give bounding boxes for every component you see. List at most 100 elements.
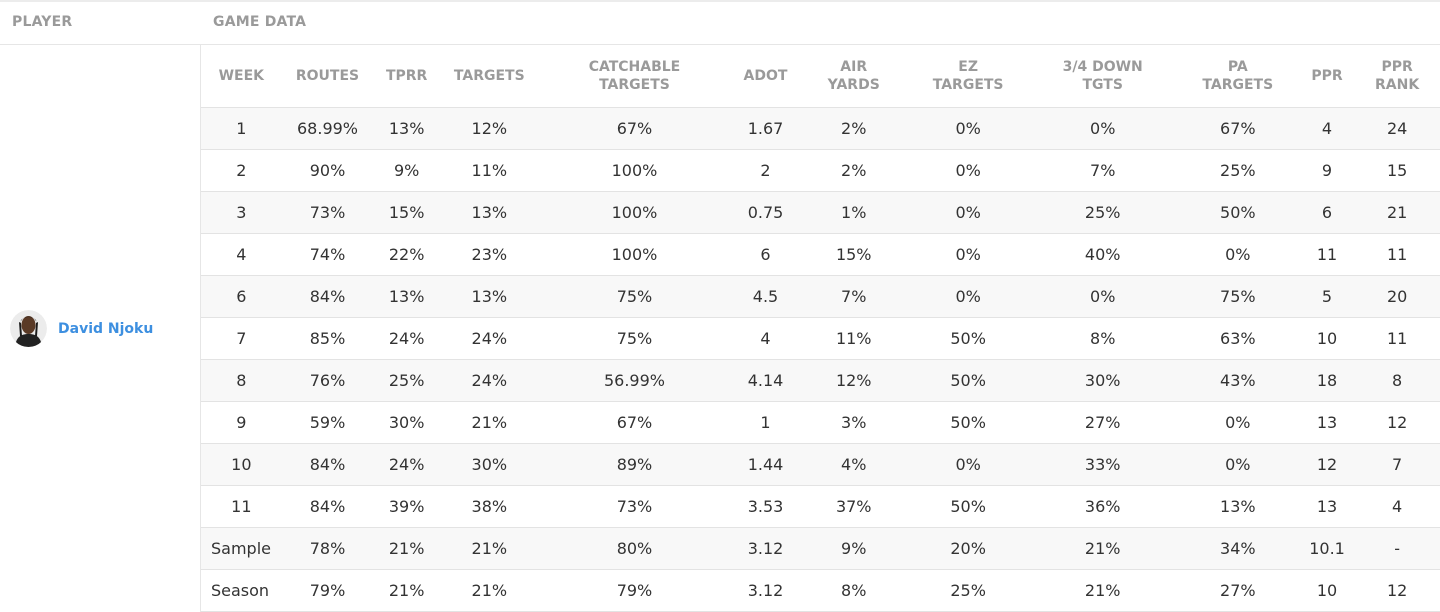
table-cell: 34%: [1175, 527, 1300, 570]
table-cell: 6: [201, 275, 282, 318]
column-header[interactable]: CATCHABLE TARGETS: [538, 45, 731, 108]
table-cell: 15%: [800, 233, 907, 276]
table-cell: 80%: [538, 527, 731, 570]
table-cell: 1%: [800, 191, 907, 234]
table-cell: 6: [1299, 191, 1355, 234]
column-header-label: TARGETS: [599, 77, 670, 93]
column-header[interactable]: ADOT: [730, 45, 801, 108]
table-cell: 85%: [281, 317, 374, 360]
table-cell: 24%: [439, 359, 539, 402]
table-cell: 68.99%: [281, 107, 374, 150]
table-cell: 43%: [1175, 359, 1300, 402]
table-cell: 24%: [373, 443, 440, 486]
table-cell: 67%: [538, 401, 731, 444]
table-row: 3 73% 15% 13% 100% 0.75 1% 0% 25% 50% 6 21: [201, 191, 1440, 234]
table-cell: 21%: [373, 527, 440, 570]
table-cell: 11%: [800, 317, 907, 360]
table-cell: 9: [201, 401, 282, 444]
table-cell: 3.53: [730, 485, 801, 528]
table-cell: 63%: [1175, 317, 1300, 360]
table-cell: 79%: [538, 569, 731, 612]
table-cell: 37%: [800, 485, 907, 528]
table-cell: 0%: [906, 149, 1030, 192]
table-cell: 5: [1299, 275, 1355, 318]
table-cell: 2%: [800, 149, 907, 192]
table-cell: 21%: [439, 401, 539, 444]
table-cell: 56.99%: [538, 359, 731, 402]
table-cell: 84%: [281, 275, 374, 318]
table-row: 1 68.99% 13% 12% 67% 1.67 2% 0% 0% 67% 4 24: [201, 107, 1440, 150]
table-cell: 0%: [1175, 401, 1300, 444]
column-header-label: YARDS: [827, 77, 880, 93]
table-cell: 11: [1354, 233, 1440, 276]
table-cell: 10.1: [1299, 527, 1355, 570]
table-cell: 13%: [439, 191, 539, 234]
table-cell: 50%: [906, 359, 1030, 402]
game-data-column-header: GAME DATA: [213, 14, 307, 30]
table-row: 4 74% 22% 23% 100% 6 15% 0% 40% 0% 11 11: [201, 233, 1440, 276]
table-cell: 36%: [1029, 485, 1176, 528]
column-header[interactable]: PPR: [1299, 45, 1355, 108]
table-cell: 25%: [906, 569, 1030, 612]
table-cell: 79%: [281, 569, 374, 612]
column-header-label: TARGETS: [1202, 77, 1274, 93]
column-header[interactable]: PPR RANK: [1354, 45, 1440, 108]
table-cell: 100%: [538, 149, 731, 192]
table-cell: 23%: [439, 233, 539, 276]
table-cell: 21%: [373, 569, 440, 612]
column-header[interactable]: WEEK: [201, 45, 282, 108]
table-cell: 22%: [373, 233, 440, 276]
table-cell: 9%: [373, 149, 440, 192]
column-header[interactable]: PA TARGETS: [1175, 45, 1300, 108]
table-cell: 30%: [439, 443, 539, 486]
player-name-link[interactable]: David Njoku: [58, 320, 154, 337]
table-cell: Sample: [201, 527, 282, 570]
table-cell: 8: [1354, 359, 1440, 402]
table-cell: 2: [201, 149, 282, 192]
table-cell: 0.75: [730, 191, 801, 234]
table-cell: 0%: [906, 275, 1030, 318]
table-cell: 24%: [373, 317, 440, 360]
table-cell: Season: [201, 569, 282, 612]
table-cell: 76%: [281, 359, 374, 402]
table-cell: 6: [730, 233, 801, 276]
column-header-label: 3/4 DOWN: [1062, 59, 1143, 75]
column-header-label: CATCHABLE: [588, 59, 681, 75]
column-header-label: ADOT: [743, 68, 788, 84]
table-row: 9 59% 30% 21% 67% 1 3% 50% 27% 0% 13 12: [201, 401, 1440, 444]
column-header[interactable]: EZ TARGETS: [906, 45, 1030, 108]
table-cell: 21: [1354, 191, 1440, 234]
column-header[interactable]: TPRR: [373, 45, 440, 108]
table-cell: 3%: [800, 401, 907, 444]
column-header[interactable]: ROUTES: [281, 45, 374, 108]
table-cell: 100%: [538, 233, 731, 276]
player-column-header: PLAYER: [12, 14, 73, 30]
column-header[interactable]: AIR YARDS: [800, 45, 907, 108]
column-divider: [200, 45, 201, 612]
table-cell: 50%: [1175, 191, 1300, 234]
table-cell: 9: [1299, 149, 1355, 192]
table-cell: 67%: [538, 107, 731, 150]
table-cell: 0%: [1175, 443, 1300, 486]
table-cell: 15: [1354, 149, 1440, 192]
table-row: 10 84% 24% 30% 89% 1.44 4% 0% 33% 0% 12 7: [201, 443, 1440, 486]
table-cell: -: [1354, 527, 1440, 570]
table-cell: 4.14: [730, 359, 801, 402]
table-cell: 84%: [281, 485, 374, 528]
column-header-label: EZ: [958, 59, 978, 75]
table-cell: 7: [1354, 443, 1440, 486]
table-cell: 4: [201, 233, 282, 276]
column-header[interactable]: 3/4 DOWN TGTS: [1029, 45, 1176, 108]
table-cell: 24: [1354, 107, 1440, 150]
table-cell: 12: [1354, 401, 1440, 444]
player-avatar-icon[interactable]: [10, 310, 47, 347]
column-header-label: RANK: [1375, 77, 1420, 93]
table-cell: 21%: [1029, 527, 1176, 570]
column-header[interactable]: TARGETS: [439, 45, 539, 108]
table-cell: 8: [201, 359, 282, 402]
table-cell: 0%: [1175, 233, 1300, 276]
table-cell: 20%: [906, 527, 1030, 570]
table-cell: 8%: [1029, 317, 1176, 360]
table-cell: 2: [730, 149, 801, 192]
table-cell: 27%: [1029, 401, 1176, 444]
